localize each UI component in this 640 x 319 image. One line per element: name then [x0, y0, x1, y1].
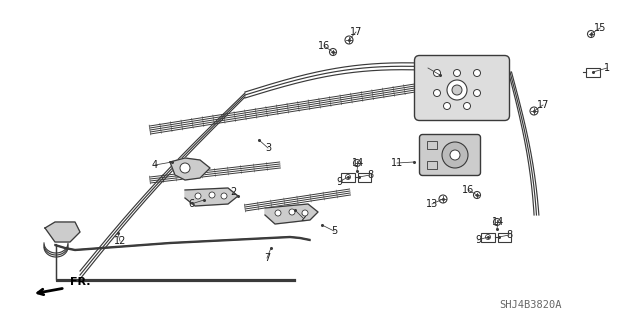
Circle shape [450, 150, 460, 160]
Circle shape [275, 210, 281, 216]
Bar [341, 173, 355, 182]
Polygon shape [45, 222, 80, 242]
Text: 8: 8 [367, 170, 373, 180]
Bar [481, 233, 495, 241]
Circle shape [454, 70, 461, 77]
FancyBboxPatch shape [419, 135, 481, 175]
Text: FR.: FR. [70, 277, 90, 287]
Text: 5: 5 [331, 226, 337, 236]
Circle shape [452, 85, 462, 95]
Circle shape [433, 90, 440, 97]
Text: 4: 4 [152, 160, 158, 170]
Text: 16: 16 [462, 185, 474, 195]
Circle shape [195, 193, 201, 199]
Text: 12: 12 [114, 236, 126, 246]
Circle shape [442, 142, 468, 168]
Text: 17: 17 [537, 100, 549, 110]
Circle shape [433, 70, 440, 77]
Text: 13: 13 [426, 199, 438, 209]
Text: 2: 2 [300, 213, 306, 223]
Circle shape [289, 209, 295, 215]
Text: 16: 16 [318, 41, 330, 51]
Circle shape [447, 80, 467, 100]
Text: 9: 9 [475, 235, 481, 245]
Text: 3: 3 [265, 143, 271, 153]
Bar [586, 68, 600, 77]
Text: 2: 2 [230, 187, 236, 197]
Circle shape [209, 192, 215, 198]
Polygon shape [170, 158, 210, 180]
Text: 8: 8 [506, 230, 512, 240]
Polygon shape [185, 188, 238, 206]
Text: 6: 6 [188, 199, 194, 209]
Text: 7: 7 [264, 253, 270, 263]
FancyBboxPatch shape [415, 56, 509, 121]
Bar [497, 233, 511, 241]
Circle shape [463, 102, 470, 109]
Text: 10: 10 [422, 63, 434, 73]
Circle shape [474, 70, 481, 77]
Text: 14: 14 [352, 158, 364, 168]
Text: 15: 15 [594, 23, 606, 33]
Text: 9: 9 [336, 177, 342, 187]
Bar [358, 173, 371, 182]
Text: 11: 11 [391, 158, 403, 168]
Bar [427, 161, 437, 169]
Circle shape [474, 90, 481, 97]
Circle shape [302, 210, 308, 216]
Circle shape [454, 90, 461, 97]
Text: SHJ4B3820A: SHJ4B3820A [499, 300, 561, 310]
Text: 17: 17 [350, 27, 362, 37]
Circle shape [180, 163, 190, 173]
Circle shape [444, 102, 451, 109]
Bar [427, 141, 437, 149]
Text: 14: 14 [492, 217, 504, 227]
Text: 1: 1 [604, 63, 610, 73]
Circle shape [221, 193, 227, 199]
Polygon shape [265, 204, 318, 224]
